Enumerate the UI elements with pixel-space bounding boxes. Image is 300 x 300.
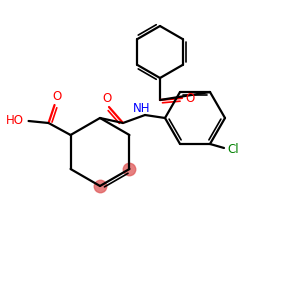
Text: O: O [185,92,195,104]
Text: NH: NH [133,103,151,116]
Text: O: O [102,92,112,106]
Text: HO: HO [6,115,24,128]
Text: Cl: Cl [227,143,239,157]
Text: O: O [52,91,61,103]
